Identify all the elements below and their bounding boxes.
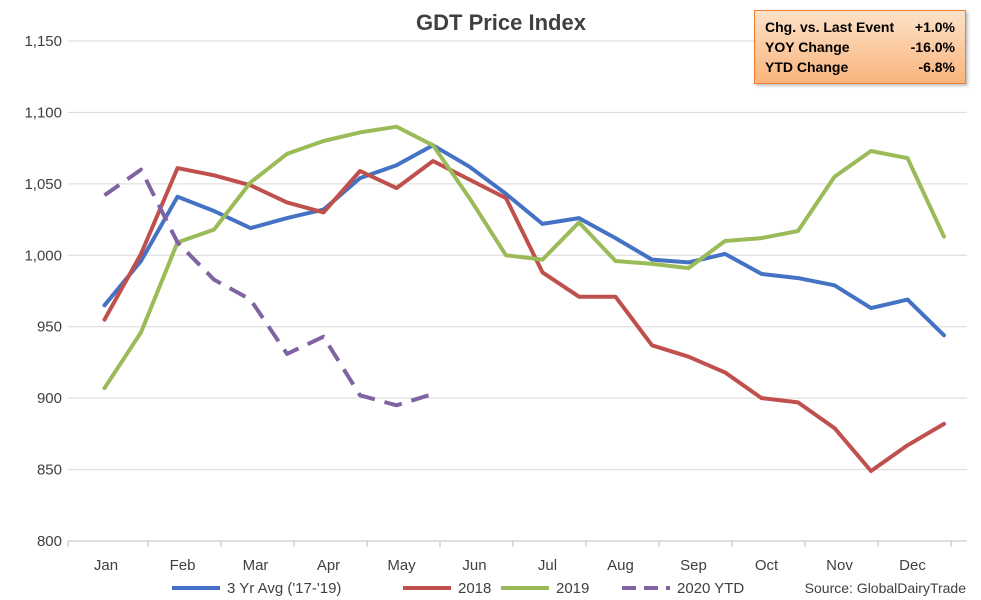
chart-title: GDT Price Index (416, 10, 587, 35)
source-note: Source: GlobalDairyTrade (805, 580, 967, 596)
series-line-2 (102, 124, 946, 391)
legend: 3 Yr Avg ('17-'19) 2018 2019 2020 YTD (172, 580, 744, 597)
x-tick-label: Sep (680, 557, 707, 574)
legend-label: 2020 YTD (677, 580, 744, 597)
y-tick-label: 800 (37, 533, 62, 550)
x-tick-label: Apr (317, 557, 340, 574)
stats-box: Chg. vs. Last Event +1.0% YOY Change -16… (754, 10, 966, 84)
legend-label: 2019 (556, 580, 589, 597)
series-line-1 (102, 159, 946, 473)
series-lines (102, 124, 946, 473)
stats-row-yoy: YOY Change -16.0% (765, 37, 955, 57)
y-tick-label: 850 (37, 462, 62, 479)
y-tick-label: 1,050 (24, 176, 62, 193)
stats-value: -16.0% (910, 39, 955, 55)
x-tick-label: Dec (899, 557, 926, 574)
x-tick-label: Jul (538, 557, 557, 574)
y-axis: 800 850 900 950 1,000 1,050 1,100 1,150 (24, 33, 62, 550)
x-tick-label: Jan (94, 557, 118, 574)
series-line-0 (102, 143, 946, 338)
y-tick-label: 900 (37, 390, 62, 407)
x-tick-label: Jun (462, 557, 486, 574)
stats-label: Chg. vs. Last Event (765, 19, 895, 35)
x-axis: Jan Feb Mar Apr May Jun Jul Aug Sep Oct Nov Dec (67, 541, 952, 574)
legend-label: 3 Yr Avg ('17-'19) (227, 580, 341, 597)
stats-value: -6.8% (918, 59, 955, 75)
y-tick-label: 1,000 (24, 247, 62, 264)
gridlines (68, 40, 967, 542)
stats-label: YTD Change (765, 59, 849, 75)
series-line-3 (103, 167, 434, 408)
y-tick-label: 950 (37, 319, 62, 336)
stats-value: +1.0% (914, 19, 955, 35)
x-tick-label: Oct (755, 557, 779, 574)
x-tick-label: Nov (826, 557, 853, 574)
stats-row-ytd: YTD Change -6.8% (765, 57, 955, 77)
stats-row-last-event: Chg. vs. Last Event +1.0% (765, 17, 955, 37)
y-tick-label: 1,100 (24, 104, 62, 121)
stats-label: YOY Change (765, 39, 850, 55)
x-tick-label: Aug (607, 557, 634, 574)
y-tick-label: 1,150 (24, 33, 62, 50)
legend-label: 2018 (458, 580, 491, 597)
x-tick-label: Feb (170, 557, 196, 574)
x-tick-label: May (387, 557, 416, 574)
x-tick-label: Mar (243, 557, 269, 574)
